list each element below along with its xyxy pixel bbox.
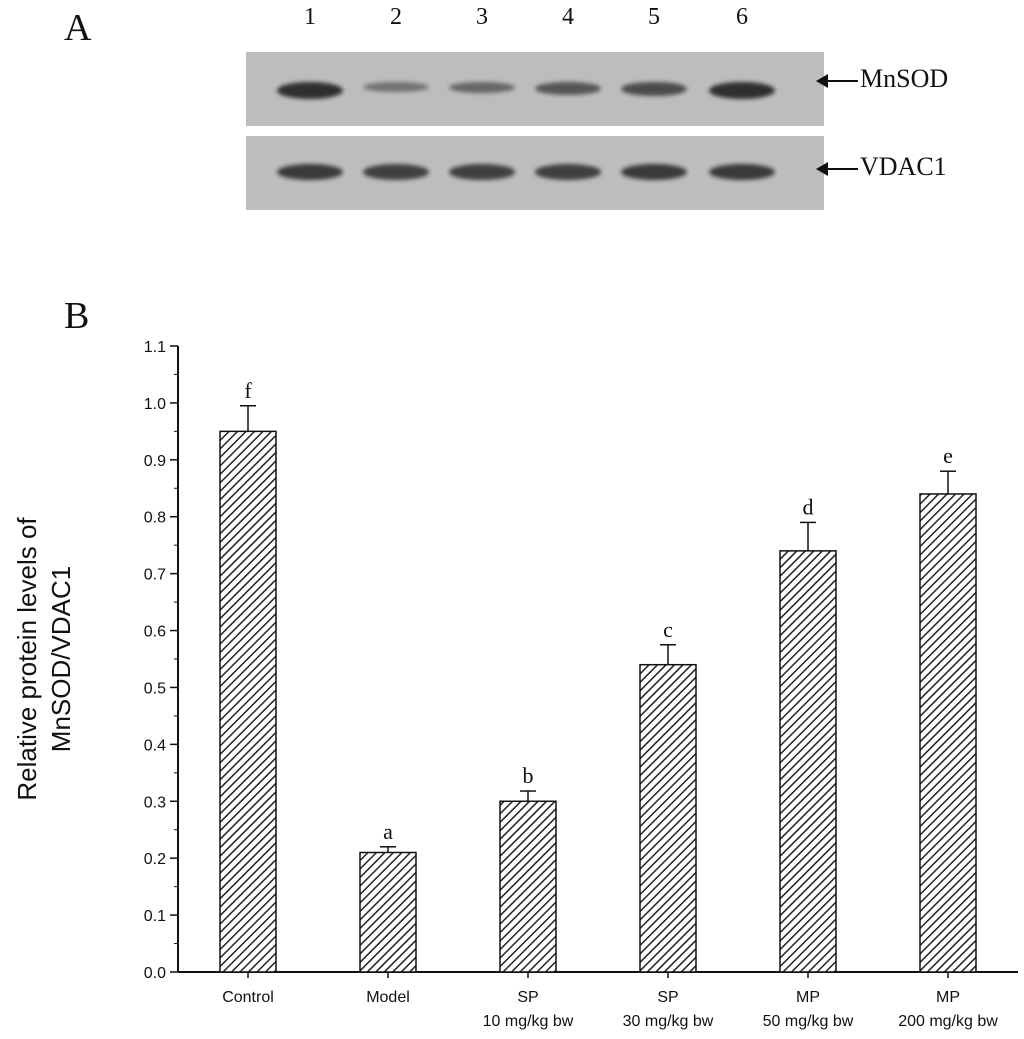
band-mnsod-6 xyxy=(709,82,775,100)
bar-chart: Relative protein levels of MnSOD/VDAC1 0… xyxy=(12,339,1018,1030)
mnsod-blot-image xyxy=(246,52,824,126)
y-axis-label-line-2: MnSOD/VDAC1 xyxy=(46,566,76,752)
x-category-label-6: MP xyxy=(936,989,960,1006)
bar-5 xyxy=(779,550,837,973)
panel-a-letter: A xyxy=(64,7,92,49)
y-tick-label: 0.0 xyxy=(144,965,166,982)
x-category-sublabel-5: 50 mg/kg bw xyxy=(763,1013,854,1030)
y-tick-label: 1.0 xyxy=(144,396,166,413)
y-tick-label: 0.5 xyxy=(144,680,166,697)
lane-number-1: 1 xyxy=(304,4,316,30)
lane-number-4: 4 xyxy=(562,4,574,30)
y-tick-label: 0.3 xyxy=(144,794,166,811)
bar-3 xyxy=(499,800,557,973)
band-vdac1-6 xyxy=(709,164,775,181)
y-tick-label: 0.4 xyxy=(144,737,166,754)
band-mnsod-4 xyxy=(535,82,601,96)
band-mnsod-3 xyxy=(449,82,515,94)
lane-number-6: 6 xyxy=(736,4,748,30)
x-category-label-2: Model xyxy=(366,989,410,1006)
vdac1-blot-image xyxy=(246,136,824,210)
vdac1-arrow-icon xyxy=(816,162,858,176)
lane-number-5: 5 xyxy=(648,4,660,30)
band-vdac1-3 xyxy=(449,164,515,180)
y-tick-label: 0.7 xyxy=(144,567,166,584)
band-mnsod-5 xyxy=(621,82,687,97)
x-category-sublabel-3: 10 mg/kg bw xyxy=(483,1013,574,1030)
band-vdac1-1 xyxy=(277,164,343,181)
lane-number-2: 2 xyxy=(390,4,402,30)
y-tick-label: 0.1 xyxy=(144,908,166,925)
lane-number-3: 3 xyxy=(476,4,488,30)
y-tick-label: 0.6 xyxy=(144,624,166,641)
bar-2 xyxy=(359,851,417,973)
significance-label-3: b xyxy=(523,763,534,788)
y-tick-label: 1.1 xyxy=(144,339,166,356)
band-vdac1-2 xyxy=(363,164,429,180)
x-category-label-4: SP xyxy=(657,989,678,1006)
plot-area: 0.0 0.1 0.2 0.3 0.4 0.5 0.6 0.7 0.8 0.9 1.0 1.1 f Con… xyxy=(144,339,1018,1030)
significance-label-1: f xyxy=(244,378,252,403)
x-category-label-3: SP xyxy=(517,989,538,1006)
y-tick-label: 0.8 xyxy=(144,510,166,527)
bar-1 xyxy=(219,430,277,973)
x-category-sublabel-6: 200 mg/kg bw xyxy=(898,1013,998,1030)
bar-4 xyxy=(639,663,697,973)
y-axis-label: Relative protein levels of MnSOD/VDAC1 xyxy=(12,517,76,801)
y-tick-label: 0.9 xyxy=(144,453,166,470)
x-category-sublabel-4: 30 mg/kg bw xyxy=(623,1013,714,1030)
band-vdac1-4 xyxy=(535,164,601,180)
y-axis-label-line-1: Relative protein levels of xyxy=(12,517,42,801)
x-category-label-5: MP xyxy=(796,989,820,1006)
mnsod-label: MnSOD xyxy=(860,64,949,93)
band-vdac1-5 xyxy=(621,164,687,181)
y-tick-label: 0.2 xyxy=(144,851,166,868)
significance-label-2: a xyxy=(383,819,393,844)
vdac1-label: VDAC1 xyxy=(860,152,947,181)
x-category-label-1: Control xyxy=(222,989,274,1006)
significance-label-4: c xyxy=(663,617,673,642)
band-mnsod-2 xyxy=(363,82,429,93)
band-mnsod-1 xyxy=(277,82,343,100)
bar-6 xyxy=(919,493,977,973)
panel-b-letter: B xyxy=(64,295,90,337)
significance-label-6: e xyxy=(943,443,953,468)
mnsod-arrow-icon xyxy=(816,74,858,88)
significance-label-5: d xyxy=(803,494,814,519)
